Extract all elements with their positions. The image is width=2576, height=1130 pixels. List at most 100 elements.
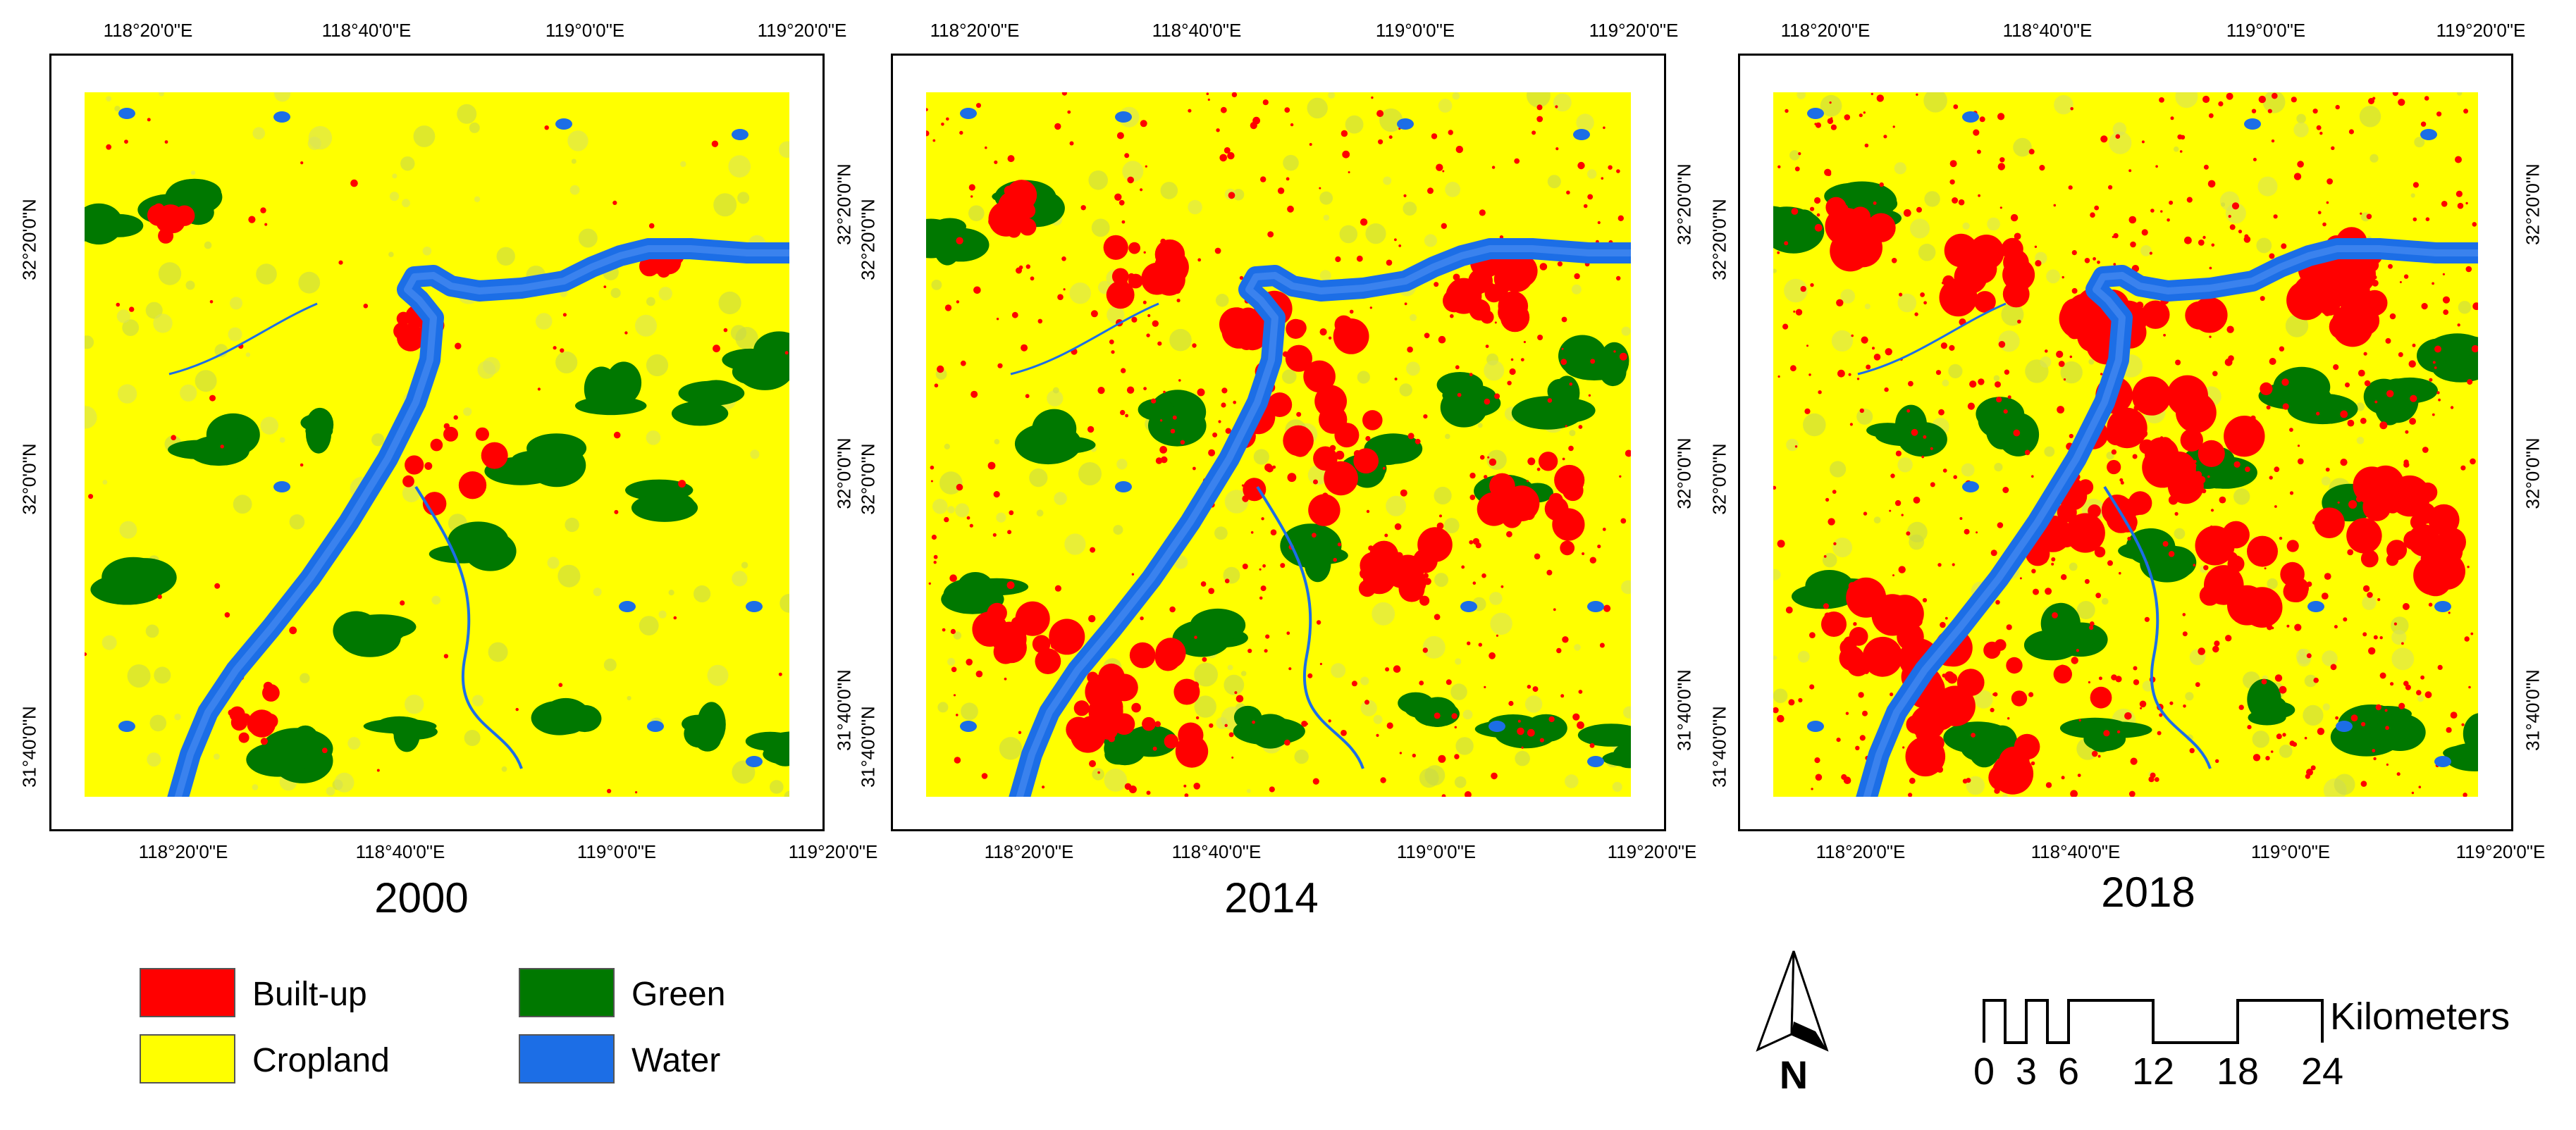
built-up-speckle bbox=[1930, 447, 1933, 450]
built-up-speckle bbox=[1913, 497, 1921, 504]
built-up-speckle bbox=[2218, 101, 2224, 106]
green-patch bbox=[1943, 721, 2013, 754]
built-up-speckle bbox=[2045, 588, 2052, 595]
built-up-speckle bbox=[2179, 150, 2183, 153]
built-up-speckle bbox=[2334, 297, 2338, 301]
built-up-speckle bbox=[2053, 204, 2057, 207]
built-up-speckle bbox=[2088, 681, 2090, 684]
built-up-speckle bbox=[1908, 793, 1913, 797]
built-up-patch bbox=[2319, 294, 2341, 316]
built-up-speckle bbox=[2306, 581, 2312, 587]
built-up-speckle bbox=[1980, 308, 1983, 311]
built-up-patch bbox=[2386, 540, 2408, 561]
panel-year-label: 2014 bbox=[1224, 874, 1319, 921]
built-up-speckle bbox=[1365, 435, 1371, 442]
built-up-patch bbox=[1554, 464, 1585, 496]
built-up-speckle bbox=[1427, 187, 1434, 194]
river-channel bbox=[1863, 245, 2478, 797]
built-up-speckle bbox=[2392, 92, 2398, 97]
built-up-speckle bbox=[2189, 747, 2195, 754]
built-up-speckle bbox=[2163, 452, 2171, 460]
field-texture bbox=[1372, 602, 1395, 626]
built-up-speckle bbox=[1844, 114, 1851, 120]
built-up-speckle bbox=[1937, 563, 1942, 567]
field-texture bbox=[1227, 664, 1233, 671]
built-up-speckle bbox=[1506, 530, 1512, 538]
built-up-speckle bbox=[2051, 557, 2056, 561]
built-up-speckle bbox=[300, 463, 304, 467]
built-up-speckle bbox=[1166, 249, 1173, 256]
field-texture bbox=[2414, 137, 2425, 148]
built-up-speckle bbox=[1928, 742, 1933, 747]
field-texture bbox=[1036, 509, 1044, 517]
green-patch bbox=[392, 724, 438, 740]
built-up-speckle bbox=[933, 554, 938, 559]
built-up-speckle bbox=[1872, 347, 1875, 350]
built-up-speckle bbox=[1942, 281, 1945, 285]
built-up-speckle bbox=[1933, 683, 1940, 691]
lon-label-top: 119°0'0"E bbox=[1375, 20, 1455, 41]
built-up-speckle bbox=[2160, 436, 2164, 440]
water-pond bbox=[1460, 601, 1477, 612]
built-up-speckle bbox=[1537, 335, 1543, 340]
built-up-speckle bbox=[975, 670, 983, 678]
water-pond bbox=[2434, 756, 2451, 767]
built-up-speckle bbox=[1424, 333, 1430, 339]
field-texture bbox=[2355, 402, 2365, 411]
built-up-patch bbox=[2260, 382, 2273, 395]
built-up-speckle bbox=[2374, 400, 2378, 404]
built-up-speckle bbox=[1461, 565, 1465, 569]
built-up-speckle bbox=[116, 302, 121, 307]
built-up-patch bbox=[1098, 719, 1118, 740]
built-up-speckle bbox=[1994, 788, 2000, 794]
built-up-speckle bbox=[1287, 205, 1294, 213]
water-pond bbox=[118, 721, 135, 732]
field-texture bbox=[1832, 538, 1853, 558]
built-up-speckle bbox=[1582, 552, 1585, 555]
field-texture bbox=[1406, 361, 1420, 376]
built-up-speckle bbox=[1118, 199, 1125, 206]
built-up-speckle bbox=[1619, 352, 1627, 361]
built-up-speckle bbox=[1922, 597, 1928, 603]
built-up-speckle bbox=[2455, 190, 2463, 197]
map-frame bbox=[891, 54, 1666, 831]
lon-label-bottom: 118°40'0"E bbox=[1171, 841, 1262, 862]
field-texture bbox=[1587, 169, 1597, 179]
built-up-speckle bbox=[2409, 418, 2416, 425]
field-texture bbox=[1910, 218, 1930, 239]
field-texture bbox=[1987, 217, 2000, 231]
built-up-speckle bbox=[2228, 215, 2231, 218]
field-texture bbox=[204, 241, 212, 249]
field-texture bbox=[1621, 326, 1631, 336]
field-texture bbox=[1455, 658, 1462, 665]
built-up-patch bbox=[1560, 540, 1575, 556]
built-up-speckle bbox=[1341, 130, 1348, 137]
built-up-speckle bbox=[2324, 573, 2331, 580]
green-patch bbox=[1577, 724, 1631, 747]
field-texture bbox=[1961, 463, 1975, 477]
built-up-speckle bbox=[2411, 791, 2415, 795]
built-up-speckle bbox=[1830, 124, 1837, 130]
built-up-speckle bbox=[2348, 129, 2354, 135]
field-texture bbox=[477, 361, 496, 379]
built-up-speckle bbox=[1625, 449, 1631, 457]
built-up-speckle bbox=[1479, 454, 1485, 460]
built-up-patch bbox=[2362, 492, 2391, 521]
built-up-speckle bbox=[2253, 158, 2257, 161]
water-pond bbox=[732, 129, 748, 140]
built-up-speckle bbox=[1025, 264, 1030, 269]
built-up-speckle bbox=[2442, 580, 2446, 585]
built-up-speckle bbox=[2390, 682, 2394, 686]
built-up-speckle bbox=[2319, 132, 2323, 135]
built-up-patch bbox=[2015, 262, 2031, 278]
lat-label-left: 32°20'0"N bbox=[857, 199, 879, 280]
built-up-speckle bbox=[1054, 585, 1061, 592]
built-up-patch bbox=[1849, 627, 1868, 646]
built-up-speckle bbox=[951, 666, 957, 673]
built-up-speckle bbox=[1207, 98, 1210, 101]
built-up-patch bbox=[475, 427, 490, 441]
built-up-speckle bbox=[2361, 721, 2366, 727]
built-up-speckle bbox=[1902, 746, 1905, 749]
built-up-speckle bbox=[2093, 257, 2096, 261]
field-texture bbox=[1924, 191, 1940, 207]
